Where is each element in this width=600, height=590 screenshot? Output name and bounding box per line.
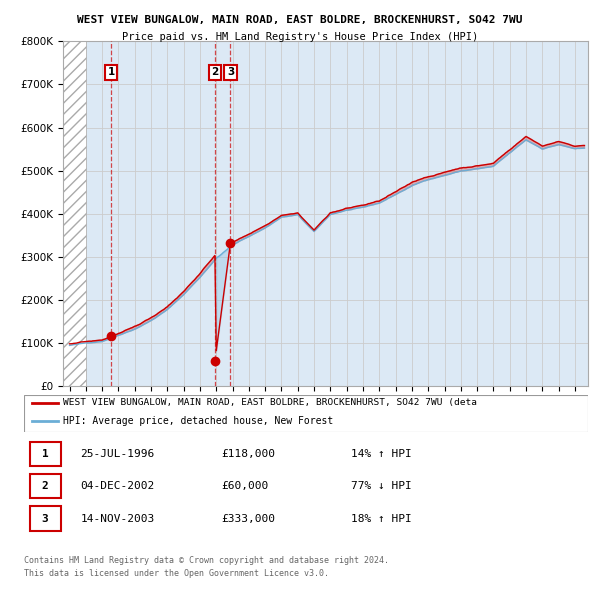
Text: 1: 1 [107, 67, 115, 77]
Text: This data is licensed under the Open Government Licence v3.0.: This data is licensed under the Open Gov… [24, 569, 329, 578]
Text: 2: 2 [42, 481, 49, 491]
Text: Price paid vs. HM Land Registry's House Price Index (HPI): Price paid vs. HM Land Registry's House … [122, 32, 478, 42]
Text: WEST VIEW BUNGALOW, MAIN ROAD, EAST BOLDRE, BROCKENHURST, SO42 7WU (deta: WEST VIEW BUNGALOW, MAIN ROAD, EAST BOLD… [64, 398, 478, 407]
FancyBboxPatch shape [24, 395, 588, 432]
Text: 3: 3 [42, 514, 49, 524]
Text: £60,000: £60,000 [221, 481, 269, 491]
FancyBboxPatch shape [29, 474, 61, 499]
Text: 2: 2 [211, 67, 218, 77]
Text: 77% ↓ HPI: 77% ↓ HPI [351, 481, 412, 491]
Text: WEST VIEW BUNGALOW, MAIN ROAD, EAST BOLDRE, BROCKENHURST, SO42 7WU: WEST VIEW BUNGALOW, MAIN ROAD, EAST BOLD… [77, 15, 523, 25]
Bar [63, 41, 86, 386]
Text: £333,000: £333,000 [221, 514, 275, 524]
Text: 14% ↑ HPI: 14% ↑ HPI [351, 448, 412, 458]
FancyBboxPatch shape [29, 441, 61, 466]
Text: 3: 3 [227, 67, 234, 77]
Text: 18% ↑ HPI: 18% ↑ HPI [351, 514, 412, 524]
FancyBboxPatch shape [29, 506, 61, 531]
Text: 14-NOV-2003: 14-NOV-2003 [80, 514, 155, 524]
Text: £118,000: £118,000 [221, 448, 275, 458]
Text: Contains HM Land Registry data © Crown copyright and database right 2024.: Contains HM Land Registry data © Crown c… [24, 556, 389, 565]
Text: 25-JUL-1996: 25-JUL-1996 [80, 448, 155, 458]
Text: 04-DEC-2002: 04-DEC-2002 [80, 481, 155, 491]
Text: 1: 1 [42, 448, 49, 458]
Text: HPI: Average price, detached house, New Forest: HPI: Average price, detached house, New … [64, 417, 334, 427]
